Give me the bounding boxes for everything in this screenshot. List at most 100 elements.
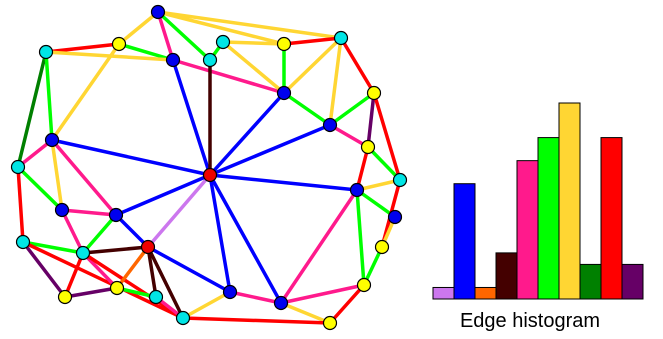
node <box>150 4 166 20</box>
node <box>374 239 390 255</box>
edge <box>181 290 232 320</box>
node <box>202 52 218 68</box>
edge <box>60 208 118 217</box>
edge <box>339 36 376 95</box>
bar <box>621 263 644 300</box>
edge <box>355 145 370 192</box>
node <box>273 295 289 311</box>
edge <box>156 10 175 62</box>
edge <box>171 58 286 95</box>
node <box>392 172 408 188</box>
edge <box>81 245 150 255</box>
edge <box>208 123 332 177</box>
node <box>322 315 338 331</box>
edge <box>63 286 119 299</box>
edge <box>16 165 64 212</box>
edge <box>282 91 332 127</box>
edge <box>282 36 343 95</box>
node <box>140 239 156 255</box>
edge <box>328 283 366 325</box>
bar <box>600 137 623 300</box>
node <box>276 85 292 101</box>
node <box>15 234 31 250</box>
node <box>222 284 238 300</box>
node <box>10 159 26 175</box>
node <box>148 289 164 305</box>
edge <box>81 251 119 290</box>
graph <box>10 4 408 331</box>
node <box>202 167 218 183</box>
edge <box>355 188 366 287</box>
edge <box>146 245 158 299</box>
edge <box>44 50 54 142</box>
edge <box>146 245 185 320</box>
node <box>349 182 365 198</box>
bar <box>474 286 497 300</box>
edge <box>44 42 121 54</box>
edge <box>372 91 402 182</box>
node <box>276 36 292 52</box>
edge <box>328 36 343 127</box>
edge <box>328 123 370 149</box>
edge <box>21 240 67 299</box>
edge <box>16 165 25 244</box>
edge <box>366 145 402 182</box>
edge <box>16 50 48 169</box>
node <box>57 289 73 305</box>
bar <box>516 160 539 300</box>
edge <box>228 290 283 305</box>
edge <box>60 208 85 255</box>
node <box>333 30 349 46</box>
edge <box>21 240 85 255</box>
bar <box>495 252 518 300</box>
edge <box>171 58 212 177</box>
histogram <box>432 102 644 300</box>
edge <box>146 245 232 294</box>
edge <box>114 173 212 217</box>
edge <box>63 251 85 299</box>
edge <box>221 40 286 46</box>
node <box>38 44 54 60</box>
edge <box>81 213 118 255</box>
bar <box>432 286 455 300</box>
bar <box>453 183 476 300</box>
edge <box>355 188 397 219</box>
node <box>366 85 382 101</box>
edge <box>16 138 54 169</box>
edge <box>50 138 118 217</box>
bar <box>558 102 581 300</box>
edge <box>355 178 402 192</box>
node <box>111 36 127 52</box>
edge <box>208 173 232 294</box>
edge <box>50 138 64 212</box>
edge <box>146 173 212 249</box>
node <box>322 117 338 133</box>
edge <box>279 301 332 325</box>
edge <box>208 173 283 305</box>
edge <box>117 42 175 62</box>
edge <box>279 283 366 305</box>
bar <box>579 263 602 300</box>
node <box>175 310 191 326</box>
edge <box>221 40 286 95</box>
node <box>109 280 125 296</box>
edge <box>156 10 343 40</box>
edge <box>156 10 286 46</box>
node <box>356 277 372 293</box>
node <box>360 139 376 155</box>
node <box>215 34 231 50</box>
edge <box>117 10 160 46</box>
node <box>165 52 181 68</box>
node <box>108 207 124 223</box>
edge <box>156 10 212 62</box>
bar <box>537 137 560 300</box>
edge <box>50 138 212 177</box>
edge <box>279 188 359 305</box>
edge <box>208 91 286 177</box>
edge <box>114 213 150 249</box>
edge <box>21 240 185 320</box>
edge <box>366 91 376 149</box>
edge <box>208 173 359 192</box>
node <box>54 202 70 218</box>
